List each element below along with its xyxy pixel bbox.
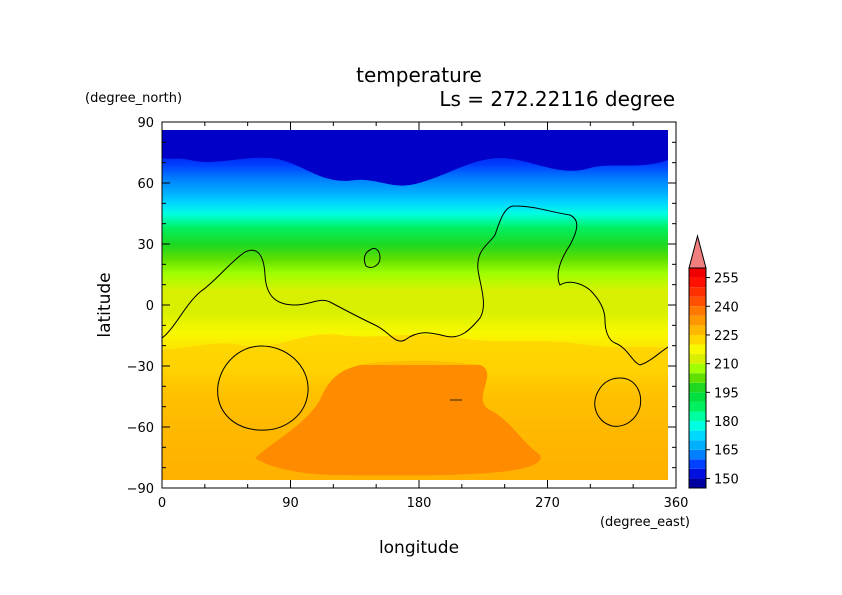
x-tick-label: 90	[282, 496, 299, 511]
colorbar-segment	[689, 306, 706, 316]
colorbar-segment	[689, 392, 706, 402]
x-tick-label: 0	[158, 496, 166, 511]
colorbar-segment	[689, 363, 706, 374]
colorbar-segment	[689, 277, 706, 288]
colorbar-tick-label: 225	[714, 329, 739, 344]
colorbar-segment	[689, 459, 706, 469]
chart-title: temperature	[356, 63, 482, 87]
colorbar-segment	[689, 382, 706, 393]
contour-line-main	[162, 205, 668, 366]
colorbar-segment	[689, 411, 706, 422]
x-units-label: (degree_east)	[600, 515, 690, 530]
colorbar-segment	[689, 268, 706, 278]
colorbar-tick-label: 240	[714, 300, 739, 315]
x-axis-ticks: 0 90 180 270 360	[158, 122, 689, 511]
colorbar-segment	[689, 354, 706, 364]
colorbar-segment	[689, 287, 706, 297]
colorbar-segment	[689, 478, 706, 488]
x-axis-label: longitude	[379, 538, 459, 558]
colorbar: 150 165 180 195 210 225 240 255	[688, 234, 739, 489]
colorbar-tick-label: 180	[714, 415, 739, 430]
colorbar-frame	[688, 267, 707, 489]
colorbar-segment	[689, 401, 706, 412]
y-axis-label: latitude	[95, 272, 115, 337]
y-tick-label: 0	[146, 299, 154, 314]
colorbar-tick-label: 165	[714, 444, 739, 459]
contour-line-island	[363, 247, 381, 268]
y-tick-label: 90	[137, 116, 154, 131]
colorbar-extend-arrow	[688, 234, 707, 269]
contour-line-east-crater	[594, 377, 642, 427]
y-tick-label: 60	[137, 177, 154, 192]
colorbar-segment	[689, 421, 706, 431]
x-tick-label: 270	[535, 496, 560, 511]
colorbar-tick-label: 195	[714, 386, 739, 401]
colorbar-segment	[689, 334, 706, 345]
colorbar-segment	[689, 296, 706, 307]
chart-subtitle: Ls = 272.22116 degree	[439, 87, 675, 111]
y-tick-label: −90	[127, 482, 154, 497]
colorbar-segment	[689, 315, 706, 326]
field-mid-band	[162, 334, 668, 365]
y-tick-label: −30	[127, 360, 154, 375]
x-tick-label: 180	[407, 496, 432, 511]
colorbar-segment	[689, 344, 706, 355]
colorbar-segment	[689, 468, 706, 479]
colorbar-segment	[689, 440, 706, 450]
colorbar-segment	[689, 449, 706, 460]
x-tick-label: 360	[664, 496, 689, 511]
y-tick-label: 30	[137, 238, 154, 253]
contour-line-west-crater	[217, 345, 309, 431]
y-axis-ticks: 90 60 30 0 −30 −60 −90	[127, 116, 676, 497]
temperature-field	[162, 130, 668, 480]
y-tick-label: −60	[127, 421, 154, 436]
colorbar-segment	[689, 373, 706, 383]
colorbar-tick-label: 210	[714, 358, 739, 373]
colorbar-segment	[689, 430, 706, 441]
colorbar-tick-label: 255	[714, 272, 739, 287]
field-polar-band	[162, 130, 668, 186]
y-units-label: (degree_north)	[85, 91, 182, 106]
field-warm-blob	[255, 360, 541, 476]
colorbar-tick-label: 150	[714, 472, 739, 487]
colorbar-segment	[689, 325, 706, 335]
